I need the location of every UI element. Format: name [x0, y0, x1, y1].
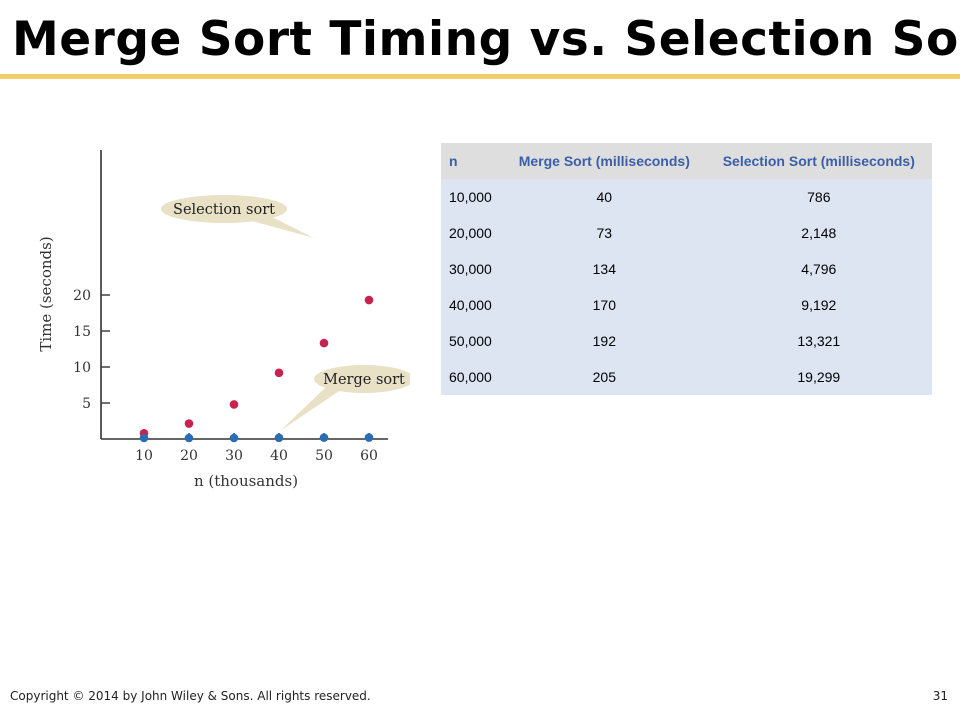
table-row: 60,000 205 19,299 [441, 359, 932, 395]
y-axis-title: Time (seconds) [37, 236, 55, 351]
cell-selection-sort-ms: 13,321 [705, 323, 932, 359]
cell-selection-sort-ms: 19,299 [705, 359, 932, 395]
x-tick-label: 10 [135, 448, 153, 464]
cell-merge-sort-ms: 205 [503, 359, 706, 395]
timing-table-head: n Merge Sort (milliseconds) Selection Sort… [441, 143, 932, 179]
cell-n: 40,000 [441, 287, 503, 323]
y-tick-label: 15 [73, 324, 91, 340]
cell-merge-sort-ms: 73 [503, 215, 706, 251]
merge-sort-point [139, 433, 149, 443]
cell-merge-sort-ms: 134 [503, 251, 706, 287]
cell-selection-sort-ms: 9,192 [705, 287, 932, 323]
cell-n: 50,000 [441, 323, 503, 359]
y-tick-label: 10 [73, 360, 91, 376]
merge-sort-point [229, 433, 239, 443]
cell-n: 30,000 [441, 251, 503, 287]
data-points [139, 295, 374, 443]
cell-merge-sort-ms: 40 [503, 179, 706, 215]
copyright-notice: Copyright © 2014 by John Wiley & Sons. A… [10, 689, 371, 703]
table-row: 40,000 170 9,192 [441, 287, 932, 323]
table-row: 10,000 40 786 [441, 179, 932, 215]
y-tick-label: 5 [82, 396, 91, 412]
merge-sort-point [319, 433, 329, 442]
merge-sort-point [184, 433, 194, 443]
table-row: 50,000 192 13,321 [441, 323, 932, 359]
slide-title: Merge Sort Timing vs. Selection Sort [12, 12, 960, 67]
callouts: Selection sort Merge sort [161, 195, 410, 431]
selection-sort-point [364, 295, 374, 305]
merge-sort-callout-label: Merge sort [323, 372, 405, 388]
timing-scatter-chart: Selection sort Merge sort 10 20 30 40 50 6051… [37, 150, 410, 490]
timing-table: n Merge Sort (milliseconds) Selection Sort… [441, 143, 932, 395]
selection-sort-point [184, 419, 194, 428]
merge-sort-point [364, 433, 374, 442]
cell-n: 60,000 [441, 359, 503, 395]
selection-sort-callout-pointer [248, 216, 314, 238]
column-header-merge-sort: Merge Sort (milliseconds) [503, 143, 706, 179]
ticks: 10 20 30 40 50 60 5 10 15 20 [73, 288, 378, 464]
cell-merge-sort-ms: 170 [503, 287, 706, 323]
cell-n: 20,000 [441, 215, 503, 251]
title-divider [0, 74, 960, 79]
x-axis-title: n (thousands) [194, 472, 298, 490]
cell-selection-sort-ms: 2,148 [705, 215, 932, 251]
cell-merge-sort-ms: 192 [503, 323, 706, 359]
column-header-n: n [441, 143, 503, 179]
page-number: 31 [932, 689, 948, 703]
column-header-selection-sort: Selection Sort (milliseconds) [705, 143, 932, 179]
cell-n: 10,000 [441, 179, 503, 215]
table-row: 30,000 134 4,796 [441, 251, 932, 287]
selection-sort-point [229, 400, 239, 409]
table-row: 20,000 73 2,148 [441, 215, 932, 251]
selection-sort-point [274, 368, 284, 378]
x-tick-label: 40 [270, 448, 288, 464]
timing-table-header-row: n Merge Sort (milliseconds) Selection Sort… [441, 143, 932, 179]
y-tick-label: 20 [73, 288, 91, 304]
cell-selection-sort-ms: 4,796 [705, 251, 932, 287]
x-tick-label: 20 [180, 448, 198, 464]
merge-sort-point [274, 433, 284, 443]
selection-sort-callout-bubble [161, 195, 287, 223]
x-tick-label: 30 [225, 448, 243, 464]
selection-sort-point [319, 338, 329, 348]
merge-sort-callout-pointer [280, 385, 348, 431]
x-tick-label: 50 [315, 448, 333, 464]
merge-sort-callout-bubble [314, 365, 410, 393]
selection-sort-callout-label: Selection sort [173, 202, 275, 218]
cell-selection-sort-ms: 786 [705, 179, 932, 215]
timing-table-body: 10,000 40 786 20,000 73 2,148 30,000 134 4,796 40… [441, 179, 932, 395]
x-tick-label: 60 [360, 448, 378, 464]
axes [100, 150, 388, 440]
